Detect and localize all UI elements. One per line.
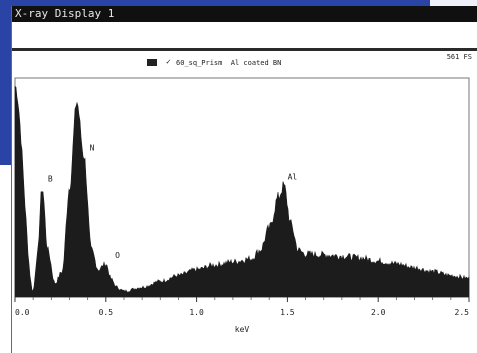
legend-swatch — [147, 59, 157, 66]
peak-label-n: N — [90, 143, 95, 152]
check-icon[interactable]: ✓ — [166, 57, 171, 66]
x-tick-label: 2.5 — [455, 308, 470, 317]
x-tick-label: 0.0 — [15, 308, 30, 317]
x-tick-label: 1.0 — [189, 308, 204, 317]
x-tick-label: 2.0 — [371, 308, 386, 317]
full-scale-label: 561 FS — [446, 53, 472, 61]
x-axis-label: keV — [235, 325, 250, 334]
x-tick-label: 0.5 — [99, 308, 114, 317]
separator-bar — [12, 48, 477, 51]
peak-label-o: O — [115, 251, 120, 260]
peak-label-al: Al — [288, 173, 298, 182]
x-tick-label: 1.5 — [280, 308, 295, 317]
peak-label-b: B — [48, 175, 53, 184]
info-bar: ✓ 60_sq_Prism Al coated BN 561 FS — [12, 51, 477, 79]
menu-bar — [12, 22, 477, 48]
legend-label: 60_sq_Prism Al coated BN — [176, 59, 282, 67]
window-titlebar[interactable]: X-ray Display 1 — [12, 6, 477, 22]
spectrum-series-0 — [14, 85, 470, 298]
